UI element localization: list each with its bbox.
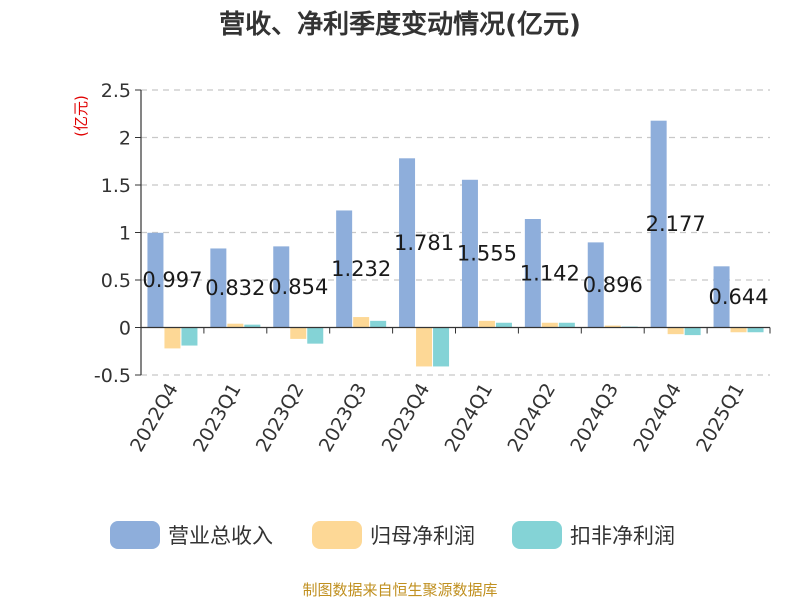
bar: [524, 219, 541, 328]
x-tick-label: 2023Q1: [189, 380, 246, 456]
bar: [399, 158, 416, 328]
data-label: 0.832: [205, 276, 265, 300]
y-tick-label: 2: [119, 128, 131, 150]
bar: [307, 327, 324, 344]
bar: [290, 327, 307, 339]
chart-title: 营收、净利季度变动情况(亿元): [219, 9, 581, 40]
bar: [558, 322, 575, 328]
bar: [370, 320, 387, 328]
bar: [730, 327, 747, 333]
data-label: 2.177: [646, 212, 706, 236]
bar: [478, 320, 495, 328]
x-tick-label: 2024Q2: [503, 380, 560, 456]
data-label: 1.142: [520, 261, 580, 285]
x-tick-label: 2023Q2: [252, 380, 309, 456]
x-tick-label: 2023Q4: [378, 380, 435, 456]
x-tick-label: 2024Q3: [566, 380, 623, 456]
legend-label: 归母净利润: [370, 524, 475, 548]
y-axis-unit-label: (亿元): [72, 95, 90, 137]
data-label: 0.896: [583, 273, 643, 297]
bar: [227, 323, 244, 328]
y-axis-ticks: -0.5 0 0.5 1 1.5 2 2.5: [94, 80, 141, 387]
legend: 营业总收入 归母净利润 扣非净利润: [110, 521, 675, 549]
bar: [587, 242, 604, 328]
bar: [667, 327, 684, 335]
bar: [181, 327, 198, 346]
data-label: 0.997: [142, 268, 202, 292]
y-tick-label: -0.5: [94, 365, 131, 387]
y-tick-label: 2.5: [101, 80, 131, 102]
x-tick-label: 2025Q1: [692, 380, 749, 456]
bars: [147, 120, 764, 367]
bar: [747, 327, 764, 333]
bar: [684, 327, 701, 336]
bar: [147, 232, 164, 328]
bar: [416, 327, 433, 367]
bar: [273, 246, 290, 328]
legend-swatch: [312, 521, 362, 549]
legend-swatch: [512, 521, 562, 549]
data-source-note: 制图数据来自恒生聚源数据库: [302, 581, 497, 599]
bar: [461, 179, 478, 328]
data-label: 1.555: [457, 242, 517, 266]
data-label: 0.854: [268, 275, 328, 299]
data-label: 1.781: [394, 231, 454, 255]
grid-lines: [141, 89, 770, 376]
x-tick-label: 2023Q3: [315, 380, 372, 456]
x-tick-label: 2024Q1: [441, 380, 498, 456]
bar: [650, 120, 667, 328]
bar: [164, 327, 181, 349]
bar: [336, 210, 353, 328]
data-label: 0.644: [708, 285, 768, 309]
bar: [353, 317, 370, 328]
bar: [541, 322, 558, 328]
y-tick-label: 0.5: [101, 270, 131, 292]
x-tick-label: 2022Q4: [126, 380, 183, 456]
bar: [433, 327, 450, 367]
legend-label: 营业总收入: [168, 524, 273, 548]
bar: [495, 322, 512, 328]
y-tick-label: 0: [119, 318, 131, 340]
x-tick-label: 2024Q4: [629, 380, 686, 456]
legend-label: 扣非净利润: [570, 524, 675, 548]
bar: [244, 324, 261, 328]
y-tick-label: 1.5: [101, 175, 131, 197]
bar: [210, 248, 227, 328]
bar: [713, 266, 730, 328]
y-tick-label: 1: [119, 223, 131, 245]
legend-swatch: [110, 521, 160, 549]
data-label: 1.232: [331, 257, 391, 281]
bar: [604, 325, 621, 328]
